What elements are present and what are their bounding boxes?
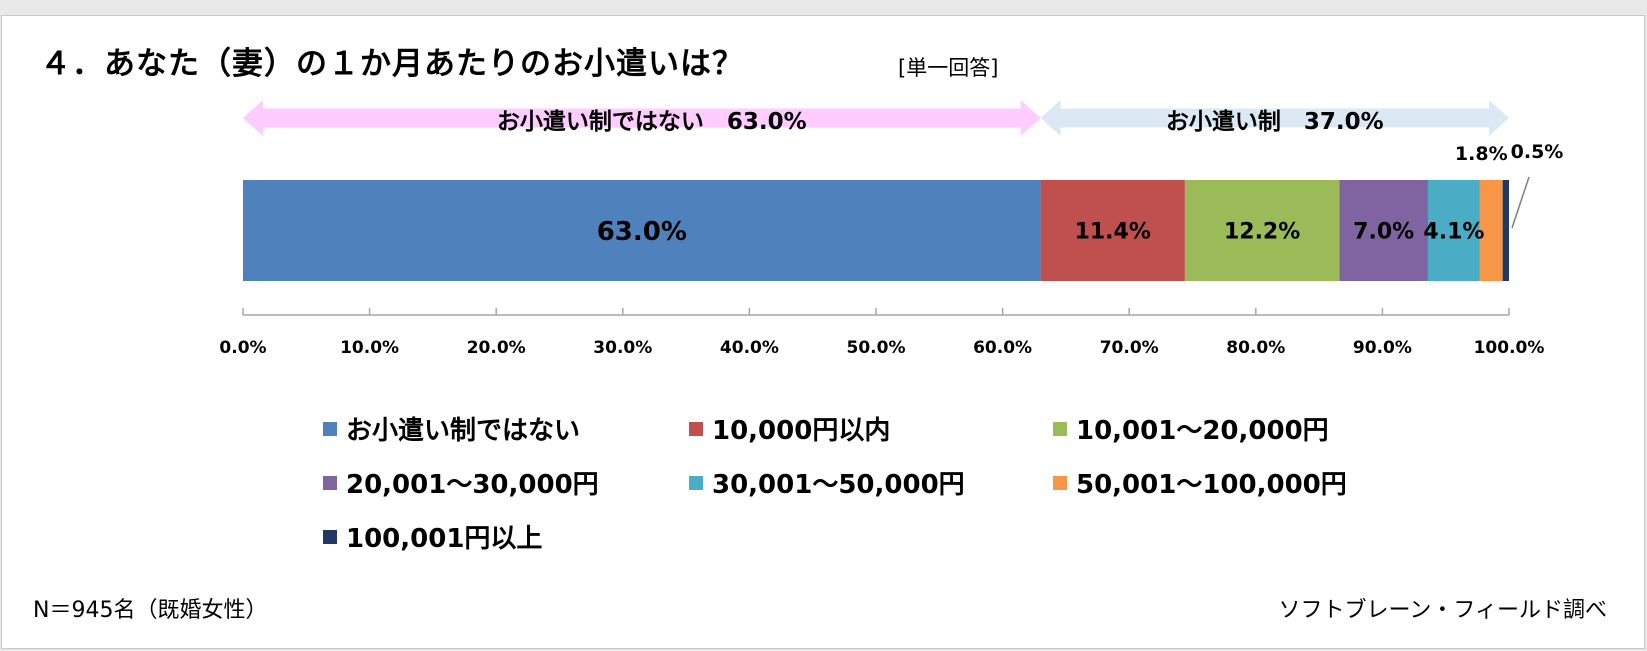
segment-label: 11.4%	[1075, 219, 1151, 244]
legend-label: 100,001円以上	[346, 524, 543, 554]
bar-segment	[1427, 180, 1480, 281]
legend-item: 20,001～30,000円	[323, 464, 599, 501]
x-tick-label: 10.0%	[340, 338, 399, 358]
sample-size-note: N＝945名（既婚女性）	[33, 598, 268, 623]
legend-item: 30,001～50,000円	[689, 464, 965, 501]
bar-segment	[1339, 180, 1428, 281]
legend-label: 30,001～50,000円	[712, 470, 965, 500]
bar-segment	[1184, 180, 1340, 281]
bar-segment	[1502, 180, 1509, 281]
x-tick-label: 50.0%	[847, 338, 906, 358]
segment-label: 12.2%	[1224, 219, 1300, 244]
chart-title: ４．あなた（妻）の１か月あたりのお小遣いは？	[40, 46, 744, 82]
x-tick-label: 30.0%	[593, 338, 652, 358]
legend-item: 10,001～20,000円	[1053, 410, 1329, 447]
legend-item: 50,001～100,000円	[1053, 464, 1347, 501]
source-note: ソフトブレーン・フィールド調べ	[1278, 598, 1607, 623]
chart-subtitle: [単一回答]	[898, 56, 999, 80]
legend-label: 50,001～100,000円	[1076, 470, 1347, 500]
range-arrow-no-allowance	[243, 100, 1041, 136]
legend-item: 100,001円以上	[323, 518, 542, 555]
legend-swatch	[323, 529, 337, 544]
segment-label: 0.5%	[1511, 141, 1564, 163]
x-tick-label: 20.0%	[467, 338, 526, 358]
segment-label: 7.0%	[1353, 219, 1414, 244]
x-tick-label: 0.0%	[219, 338, 266, 358]
range-label-no-allowance: お小遣い制ではない 63.0%	[496, 109, 807, 135]
bar-segment	[1479, 180, 1503, 281]
legend-swatch	[323, 475, 337, 490]
bar-segment	[243, 180, 1041, 281]
legend-label: お小遣い制ではない	[346, 416, 581, 446]
x-tick-label: 80.0%	[1226, 338, 1285, 358]
x-tick-label: 100.0%	[1474, 338, 1545, 358]
bar-segments	[243, 180, 1509, 281]
range-arrow-allowance	[1040, 100, 1509, 136]
x-tick-label: 90.0%	[1353, 338, 1412, 358]
range-label-allowance: お小遣い制 37.0%	[1165, 109, 1384, 135]
bar-segment	[1040, 180, 1185, 281]
range-arrows	[243, 100, 1509, 136]
x-tick-label: 60.0%	[973, 338, 1032, 358]
x-axis: 0.0% 10.0% 20.0% 30.0% 40.0% 50.0% 60.0% 70.0% 8…	[219, 308, 1544, 358]
legend-swatch	[689, 421, 703, 436]
x-tick-label: 40.0%	[720, 338, 779, 358]
x-tick-label: 70.0%	[1100, 338, 1159, 358]
legend-swatch	[1053, 421, 1067, 436]
legend-item: お小遣い制ではない	[323, 410, 580, 447]
legend-label: 20,001～30,000円	[346, 470, 599, 500]
segment-label: 4.1%	[1423, 219, 1484, 244]
segment-label: 63.0%	[597, 217, 687, 247]
leader-line	[1511, 176, 1530, 229]
legend-swatch	[323, 421, 337, 436]
legend-item: 10,000円以内	[689, 410, 890, 447]
legend-swatch	[1053, 475, 1067, 490]
segment-label: 1.8%	[1455, 143, 1508, 165]
legend-label: 10,000円以内	[712, 416, 891, 446]
legend-swatch	[689, 475, 703, 490]
legend-label: 10,001～20,000円	[1076, 416, 1329, 446]
segment-labels: 63.0% 11.4% 12.2% 7.0% 4.1% 1.8% 0.5%	[597, 141, 1564, 247]
